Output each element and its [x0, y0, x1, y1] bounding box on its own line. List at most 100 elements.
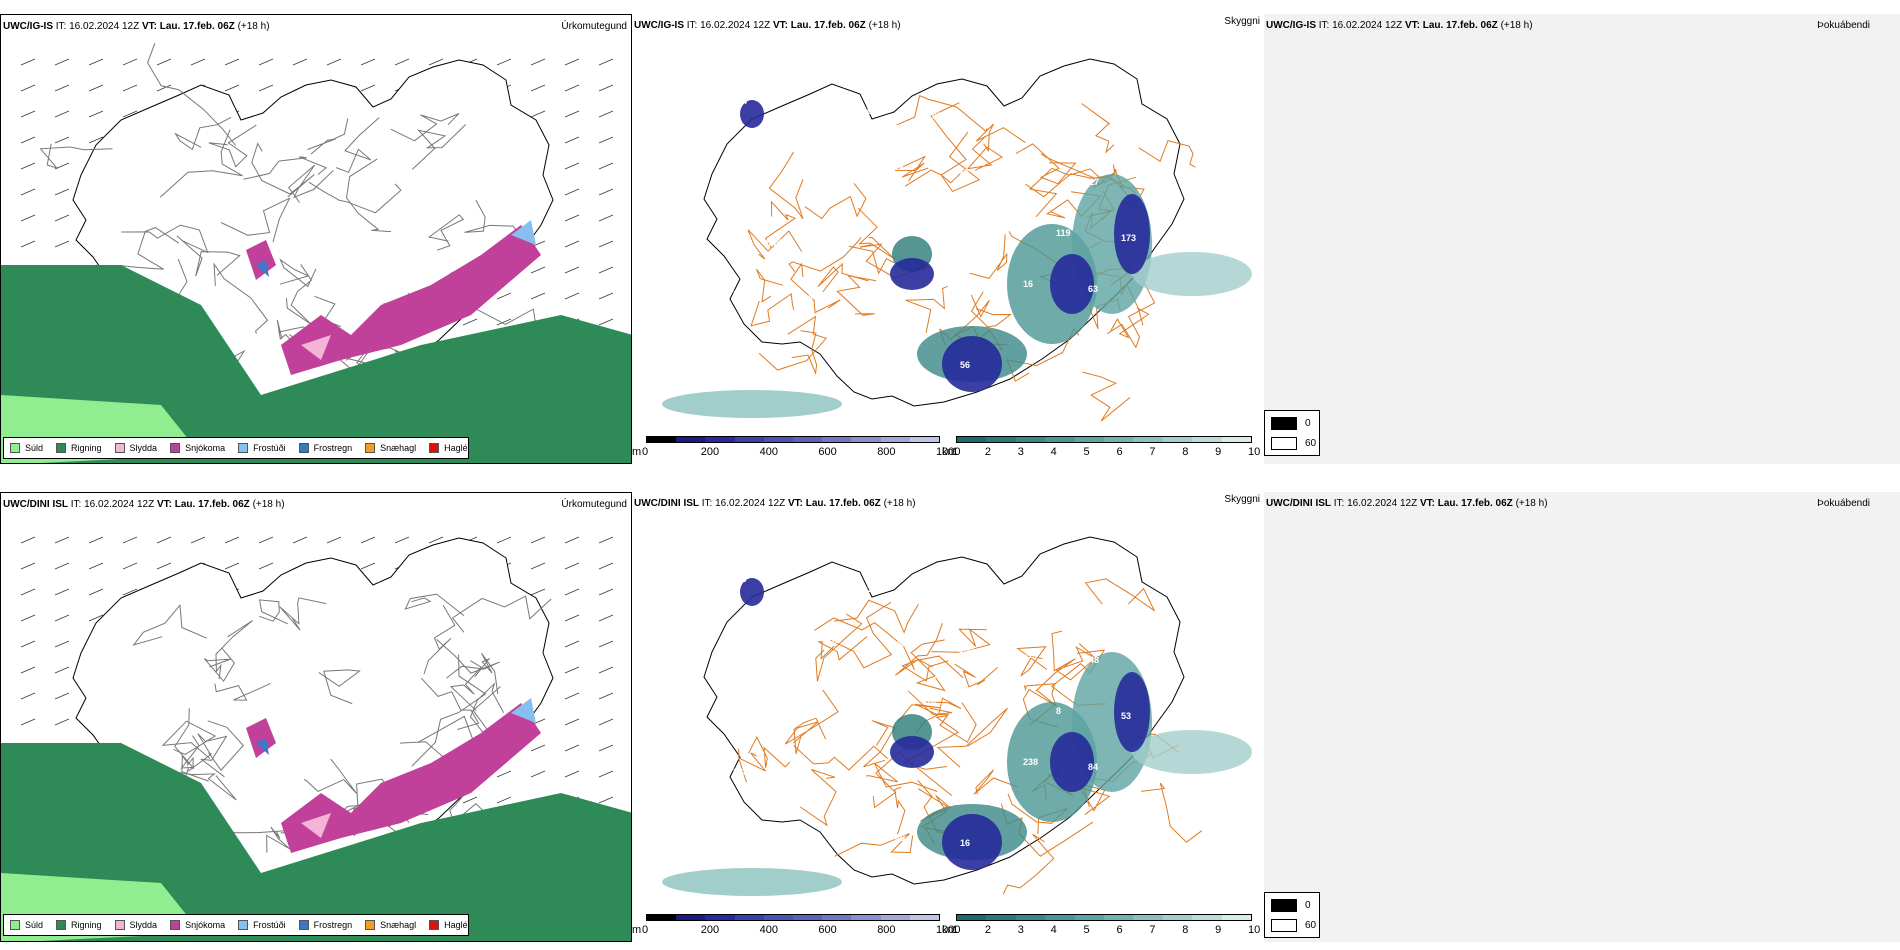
visibility-colorbar: km 1 2 3 4 5 6 7 8 9 10: [942, 436, 1264, 464]
wind-barb: [88, 562, 104, 570]
wind-barb: [20, 162, 36, 170]
colorbar-tick-label: 5: [1083, 924, 1090, 936]
colorbar-tick-label: 800: [877, 924, 896, 936]
colorbar-segment: [1133, 915, 1163, 920]
wind-barb: [54, 718, 70, 726]
wind-barb: [20, 136, 36, 144]
cloud-base-value-label: 16: [1023, 279, 1033, 289]
field-name: Úrkomutegund: [561, 21, 627, 32]
wind-barb: [598, 58, 614, 66]
wind-barb: [564, 666, 580, 674]
cloud-base-value-label: 56: [734, 182, 744, 192]
wind-barb: [564, 692, 580, 700]
colorbar-tick-label: 3: [1017, 924, 1024, 936]
wind-barb: [598, 562, 614, 570]
cloud-base-value-label: 8: [1056, 706, 1061, 716]
colorbar-tick-label: 9: [1215, 446, 1222, 458]
legend-swatch: [114, 443, 125, 453]
legend-item: Frostúði: [238, 920, 286, 930]
wind-barb: [224, 58, 240, 66]
wind-barb: [564, 110, 580, 118]
wind-barb: [54, 240, 70, 248]
colorbar-segment: [822, 437, 852, 442]
colorbar-tick-label: 0: [642, 924, 649, 936]
wind-barb: [54, 58, 70, 66]
cloud-base-value-label: 51: [765, 823, 775, 833]
freezing-rain-area: [256, 260, 269, 277]
precip-type-map: [1, 536, 631, 941]
cloud-base-value-label: 56: [960, 360, 970, 370]
legend-label: Haglél: [444, 920, 470, 930]
colorbar-tick-label: 2: [984, 924, 991, 936]
wind-barb: [530, 292, 546, 300]
wind-barb: [598, 744, 614, 752]
wind-barb: [88, 614, 104, 622]
colorbar-tick-label: 7: [1149, 446, 1156, 458]
cloud-base-value-label: 64: [991, 701, 1001, 711]
wind-barb: [54, 562, 70, 570]
wind-barb: [564, 84, 580, 92]
colorbar-segment: [851, 437, 881, 442]
snow-area: [281, 225, 541, 375]
freezing-drizzle-area: [511, 220, 536, 245]
legend-label: Frostúði: [253, 920, 286, 930]
cloud-base-value-label: 56: [797, 579, 807, 589]
legend-swatch: [170, 920, 181, 930]
colorbar-tick-label: 2: [984, 446, 991, 458]
legend-label: Snjókoma: [185, 443, 226, 453]
wind-barb: [428, 536, 444, 544]
legend-swatch: [298, 920, 309, 930]
colorbar-segment: [676, 437, 706, 442]
cloud-base-area: [1114, 194, 1150, 274]
wind-barb: [258, 536, 274, 544]
legend-label: Súld: [25, 920, 44, 930]
colorbar-tick-label: 600: [818, 924, 837, 936]
wind-barb: [326, 536, 342, 544]
field-name: Þokuábendi: [1817, 498, 1870, 509]
wind-barb: [258, 84, 274, 92]
colorbar-segment: [647, 915, 677, 920]
cloud-base-value-label: 227: [1024, 650, 1039, 660]
wind-barb: [258, 562, 274, 570]
wind-barb: [88, 84, 104, 92]
cloud-base-value-label: 170: [991, 223, 1006, 233]
legend-label: Súld: [25, 443, 44, 453]
fog-legend-row: 0: [1271, 899, 1311, 912]
wind-barb: [496, 58, 512, 66]
legend-swatch: [365, 443, 376, 453]
visibility-bar: [956, 436, 1252, 443]
wind-barb: [258, 58, 274, 66]
colorbar-tick-label: 3: [1017, 446, 1024, 458]
cloud-base-value-label: 79: [1057, 121, 1067, 131]
cloud-base-map: 104 11 53 16 76 118 22 170 63 107 50 72 119 140 88 105 5…: [662, 58, 1252, 422]
legend-label: Rigning: [71, 920, 102, 930]
wind-barb: [122, 588, 138, 596]
panel-title: UWC/IG-IS IT: 16.02.2024 12Z VT: Lau. 17…: [634, 20, 901, 31]
wind-barb: [530, 110, 546, 118]
wind-barb: [190, 536, 206, 544]
wind-barb: [360, 58, 376, 66]
field-name: Skyggni: [1224, 16, 1260, 27]
cloud-base-area: [1114, 672, 1150, 752]
wind-barb: [598, 162, 614, 170]
legend-item: Haglél: [429, 920, 470, 930]
cloud-base-value-label: 107: [765, 345, 780, 355]
colorbar-tick-label: 0: [642, 446, 649, 458]
wind-barb: [20, 188, 36, 196]
colorbar-segment: [1104, 915, 1134, 920]
legend-label: Rigning: [71, 443, 102, 453]
colorbar-segment: [793, 915, 823, 920]
wind-barb: [564, 770, 580, 778]
wind-barb: [156, 536, 172, 544]
cloud-base-value-label: 50: [862, 106, 872, 116]
cloud-base-value-label: 16: [960, 838, 970, 848]
colorbar-segment: [1162, 437, 1193, 442]
legend-label: Frostregn: [313, 920, 353, 930]
wind-barb: [190, 58, 206, 66]
wind-barb: [598, 188, 614, 196]
wind-barb: [564, 744, 580, 752]
legend-label: Snjókoma: [185, 920, 226, 930]
wind-barb: [122, 58, 138, 66]
legend-item: Frostregn: [298, 920, 353, 930]
wind-barb: [54, 110, 70, 118]
